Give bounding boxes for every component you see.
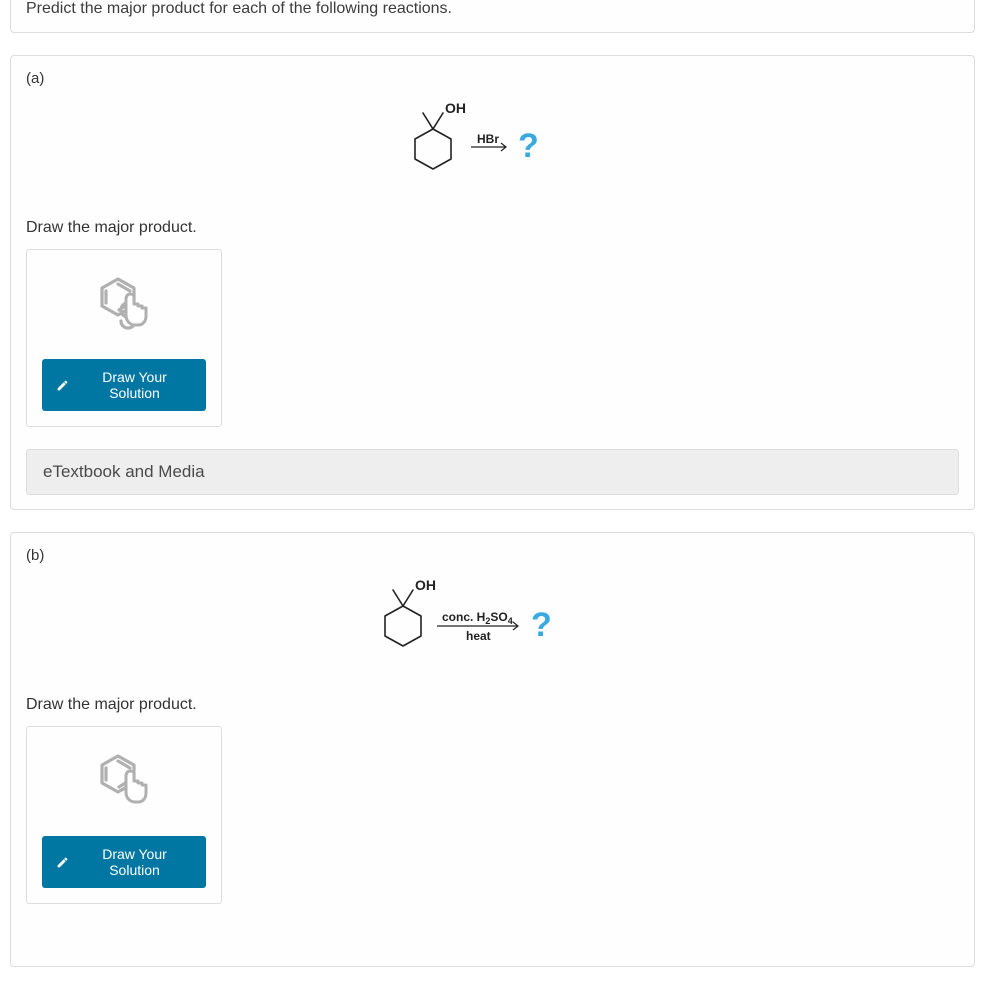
part-a-label: (a) xyxy=(26,70,959,87)
pencil-icon xyxy=(56,856,69,869)
reaction-b-svg: OH conc. H2SO4 heat ? xyxy=(373,576,613,666)
part-b-label: (b) xyxy=(26,547,959,564)
reagent-b-bottom: heat xyxy=(466,629,491,643)
part-b-panel: (b) OH conc. H2SO4 heat ? Draw the major… xyxy=(10,532,975,967)
reagent-b-top: conc. H2SO4 xyxy=(442,610,513,626)
draw-solution-label-a: Draw Your Solution xyxy=(77,369,192,401)
reaction-b-figure: OH conc. H2SO4 heat ? xyxy=(26,576,959,666)
etextbook-bar-a[interactable]: eTextbook and Media xyxy=(26,449,959,495)
oh-label-b: OH xyxy=(415,577,436,593)
draw-box-a: Draw Your Solution xyxy=(26,249,222,427)
etextbook-label: eTextbook and Media xyxy=(43,462,205,481)
oh-label-a: OH xyxy=(445,100,466,116)
pencil-icon xyxy=(56,379,69,392)
reagent-a-top: HBr xyxy=(477,132,499,146)
question-mark-a: ? xyxy=(518,127,539,165)
part-a-prompt: Draw the major product. xyxy=(26,219,959,237)
reaction-a-figure: OH HBr ? xyxy=(26,99,959,189)
draw-solution-button-b[interactable]: Draw Your Solution xyxy=(42,836,206,888)
question-intro-panel: Predict the major product for each of th… xyxy=(10,0,975,33)
draw-solution-button-a[interactable]: Draw Your Solution xyxy=(42,359,206,411)
draw-solution-label-b: Draw Your Solution xyxy=(77,846,192,878)
part-b-prompt: Draw the major product. xyxy=(26,696,959,714)
question-mark-b: ? xyxy=(531,606,552,644)
draw-placeholder-icon xyxy=(92,273,156,337)
reaction-a-svg: OH HBr ? xyxy=(393,99,593,189)
draw-placeholder-icon xyxy=(92,750,156,814)
part-a-panel: (a) OH HBr ? Draw the major product. xyxy=(10,55,975,510)
draw-box-b: Draw Your Solution xyxy=(26,726,222,904)
question-intro-text: Predict the major product for each of th… xyxy=(26,0,959,18)
